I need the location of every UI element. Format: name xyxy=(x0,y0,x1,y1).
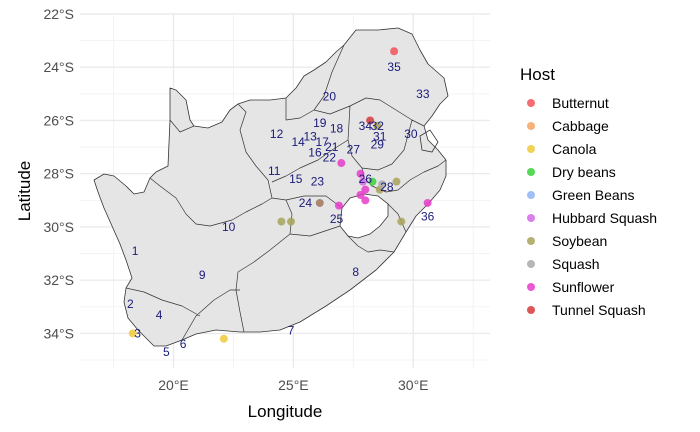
data-point xyxy=(373,121,382,130)
data-point xyxy=(356,169,365,178)
legend: Host Butternut Cabbage Canola Dry beans Green… xyxy=(520,65,657,318)
region-label: 7 xyxy=(288,324,295,338)
region-label: 29 xyxy=(371,137,385,151)
region-label: 1 xyxy=(132,244,139,258)
region-label: 11 xyxy=(268,164,281,178)
data-point xyxy=(277,217,286,226)
data-point xyxy=(356,190,365,199)
y-axis-title: Latitude xyxy=(15,161,34,222)
region-label: 20 xyxy=(323,90,337,104)
south-africa-land xyxy=(93,27,449,347)
region-label: 19 xyxy=(313,116,327,130)
region-label: 32 xyxy=(371,119,385,133)
legend-swatch xyxy=(527,168,535,176)
legend-label: Green Beans xyxy=(552,187,635,203)
y-tick-label: 22°S xyxy=(43,6,74,22)
data-point xyxy=(334,201,343,210)
region-label: 8 xyxy=(352,265,359,279)
region-label: 5 xyxy=(163,345,170,359)
x-tick-label: 25°E xyxy=(278,377,309,393)
legend-swatch xyxy=(527,191,535,199)
data-point xyxy=(361,196,370,205)
legend-swatch xyxy=(527,214,535,222)
y-tick-label: 34°S xyxy=(43,325,74,341)
data-point xyxy=(390,47,399,56)
data-point xyxy=(397,217,406,226)
region-label: 3 xyxy=(134,326,141,340)
data-point xyxy=(315,198,324,207)
region-label: 17 xyxy=(315,135,329,149)
region-label: 18 xyxy=(330,121,344,135)
legend-swatch xyxy=(527,237,535,245)
region-label: 28 xyxy=(380,180,394,194)
region-label: 27 xyxy=(347,143,361,157)
legend-swatch xyxy=(527,145,535,153)
data-point xyxy=(286,217,295,226)
legend-swatch xyxy=(527,99,535,107)
data-point xyxy=(128,329,137,338)
region-label: 30 xyxy=(404,127,418,141)
region-label: 34 xyxy=(359,119,373,133)
data-point xyxy=(366,116,375,125)
region-label: 9 xyxy=(199,268,206,282)
legend-swatch xyxy=(527,260,535,268)
legend-swatch xyxy=(527,306,535,314)
region-label: 21 xyxy=(325,140,339,154)
legend-swatch xyxy=(527,122,535,130)
legend-label: Butternut xyxy=(552,95,609,111)
region-label: 33 xyxy=(416,87,430,101)
host-points xyxy=(128,47,432,343)
region-label: 26 xyxy=(359,172,373,186)
data-point xyxy=(368,177,377,186)
y-tick-label: 26°S xyxy=(43,112,74,128)
country-outline xyxy=(93,27,449,347)
data-point xyxy=(219,334,228,343)
data-point xyxy=(337,159,346,168)
region-label: 4 xyxy=(156,308,163,322)
legend-label: Sunflower xyxy=(552,279,615,295)
legend-label: Dry beans xyxy=(552,164,616,180)
x-tick-label: 20°E xyxy=(158,377,189,393)
x-axis-title: Longitude xyxy=(248,402,323,421)
legend-label: Cabbage xyxy=(552,118,609,134)
legend-label: Soybean xyxy=(552,233,607,249)
region-label: 2 xyxy=(127,297,134,311)
legend-label: Tunnel Squash xyxy=(552,302,646,318)
y-tick-label: 32°S xyxy=(43,272,74,288)
eswatini-enclave xyxy=(419,129,439,153)
region-label: 16 xyxy=(308,145,322,159)
data-point xyxy=(392,177,401,186)
data-point xyxy=(361,185,370,194)
region-label: 10 xyxy=(222,220,236,234)
region-label: 13 xyxy=(303,129,317,143)
region-label: 15 xyxy=(289,172,303,186)
legend-swatch xyxy=(527,283,535,291)
region-label: 31 xyxy=(373,129,387,143)
region-label: 36 xyxy=(421,209,435,223)
region-label: 25 xyxy=(330,212,344,226)
province-borders xyxy=(125,44,447,341)
data-point xyxy=(423,198,432,207)
data-point xyxy=(358,177,367,186)
x-tick-label: 30°E xyxy=(398,377,429,393)
legend-label: Squash xyxy=(552,256,599,272)
region-label: 23 xyxy=(311,175,325,189)
region-label: 6 xyxy=(180,337,187,351)
axes: 20°E 25°E 30°E 22°S 24°S 26°S 28°S 30°S 32°S 34°S… xyxy=(15,6,429,421)
region-label: 24 xyxy=(299,196,313,210)
y-tick-label: 30°S xyxy=(43,219,74,235)
data-point xyxy=(378,180,387,189)
legend-title: Host xyxy=(520,65,555,84)
region-label: 35 xyxy=(387,60,401,74)
region-label: 12 xyxy=(270,127,284,141)
legend-label: Hubbard Squash xyxy=(552,210,657,226)
legend-label: Canola xyxy=(552,141,597,157)
y-tick-label: 24°S xyxy=(43,59,74,75)
region-label: 22 xyxy=(323,151,337,165)
region-label: 14 xyxy=(292,135,306,149)
y-tick-label: 28°S xyxy=(43,166,74,182)
